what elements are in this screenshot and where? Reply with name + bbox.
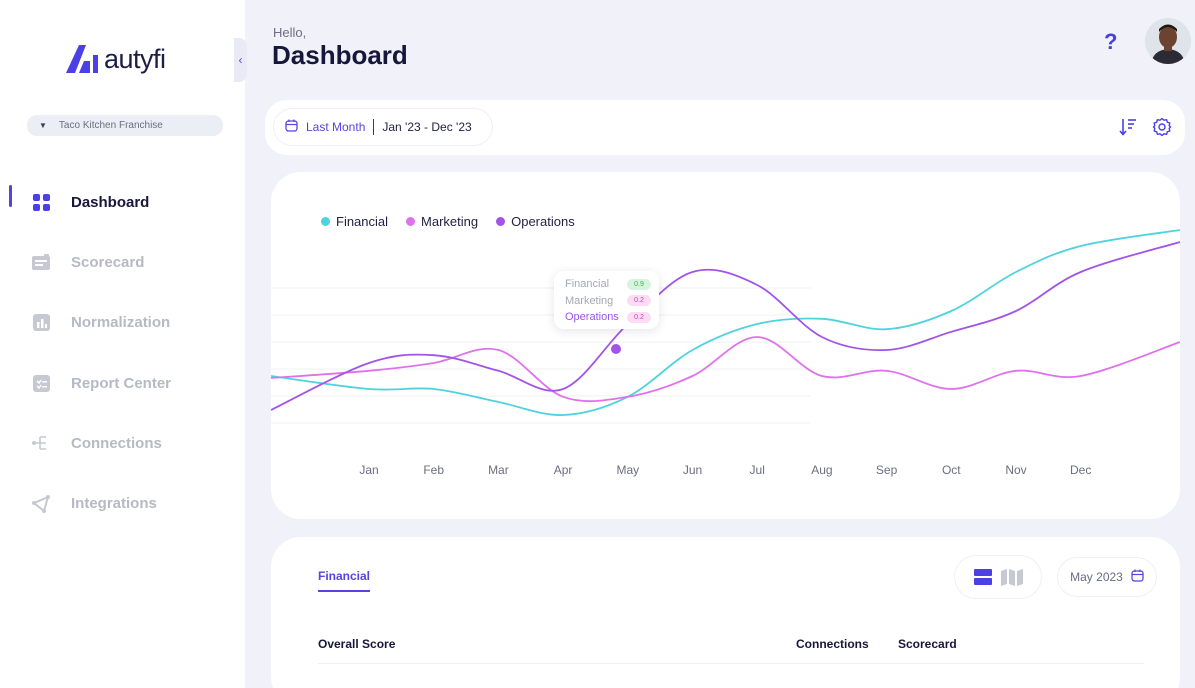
caret-down-icon: ▼ (39, 121, 47, 130)
sidebar-item-label: Connections (71, 434, 162, 452)
brand-name: autyfi (104, 43, 166, 74)
autyfi-logo-icon (66, 45, 98, 73)
org-selector-label: Taco Kitchen Franchise (58, 120, 163, 131)
legend-label: Marketing (421, 214, 479, 229)
x-tick-label: Apr (554, 463, 573, 477)
tooltip-value: 0.2 (627, 295, 651, 307)
tooltip-row-marketing: Marketing 0.2 (565, 293, 651, 310)
legend-dot (406, 217, 416, 226)
x-tick-label: Mar (488, 463, 509, 477)
tooltip-label: Financial (565, 278, 610, 291)
column-header-overall-score: Overall Score (318, 637, 396, 651)
gear-icon[interactable] (1152, 117, 1172, 142)
x-tick-label: Nov (1005, 463, 1026, 477)
x-tick-label: Sep (876, 463, 898, 477)
month-picker[interactable]: May 2023 (1057, 557, 1157, 597)
series-line-financial (271, 229, 1180, 416)
series-line-operations (271, 241, 1180, 411)
sidebar-nav: Dashboard Scorecard (0, 172, 245, 534)
line-chart: Jan Feb Mar Apr May Jun Jul Aug Sep Oct Nov Dec (271, 229, 1180, 477)
scorecard-icon (32, 253, 50, 271)
tooltip-row-operations: Operations 0.2 (565, 309, 651, 326)
x-tick-label: Oct (942, 463, 961, 477)
tooltip-value: 0.2 (627, 311, 651, 323)
column-header-connections: Connections (796, 637, 869, 651)
bar-chart-icon (32, 314, 50, 332)
map-view-icon[interactable] (1000, 568, 1023, 586)
x-tick-label: Jun (683, 463, 702, 477)
sort-icon[interactable] (1119, 118, 1137, 141)
legend-dot (321, 217, 330, 226)
sidebar-item-scorecard[interactable]: Scorecard (0, 232, 245, 292)
page-title: Dashboard (272, 40, 408, 70)
avatar[interactable] (1145, 18, 1191, 64)
x-tick-label: Jul (750, 463, 765, 477)
legend-label: Financial (336, 214, 389, 229)
x-tick-label: Feb (423, 463, 444, 477)
sidebar: autyfi ‹ ▼ Taco Kitchen Franchise Dashbo… (0, 0, 247, 688)
help-icon[interactable]: ? (1104, 29, 1118, 54)
calendar-icon (1131, 569, 1144, 585)
x-tick-label: Dec (1070, 463, 1091, 477)
connections-icon (32, 434, 50, 452)
list-view-icon[interactable] (973, 568, 992, 586)
tooltip-label: Operations (565, 311, 619, 324)
date-range-picker[interactable]: Last Month Jan '23 - Dec '23 (273, 108, 493, 146)
selected-month: May 2023 (1070, 570, 1123, 584)
sidebar-item-label: Normalization (71, 314, 171, 332)
report-icon (32, 374, 50, 392)
org-selector[interactable]: ▼ Taco Kitchen Franchise (27, 115, 223, 136)
range-preset: Last Month (306, 120, 366, 134)
sidebar-collapse-button[interactable]: ‹ (234, 38, 247, 82)
series-line-marketing (271, 336, 1180, 403)
sidebar-item-report-center[interactable]: Report Center (0, 353, 245, 413)
score-card-panel: Financial May 2023 Overall Sc (271, 537, 1180, 688)
sidebar-item-label: Dashboard (71, 193, 150, 211)
sidebar-item-integrations[interactable]: Integrations (0, 473, 245, 533)
x-tick-label: Aug (811, 463, 832, 477)
chevron-left-icon: ‹ (238, 53, 243, 67)
tooltip-value: 0.9 (627, 278, 651, 290)
legend-item-operations[interactable]: Operations (496, 214, 575, 229)
sidebar-item-label: Integrations (71, 495, 157, 513)
integrations-icon (32, 494, 50, 513)
chart-card: Jan Feb Mar Apr May Jun Jul Aug Sep Oct Nov Dec Fin… (271, 172, 1180, 519)
grid-icon (32, 193, 50, 211)
tooltip-label: Marketing (565, 294, 614, 307)
sidebar-item-label: Scorecard (71, 253, 145, 271)
date-range: Jan '23 - Dec '23 (382, 120, 472, 134)
x-tick-label: May (616, 463, 639, 477)
chart-legend: Financial Marketing Operations (321, 214, 575, 229)
view-toggle (954, 555, 1042, 599)
sidebar-item-connections[interactable]: Connections (0, 413, 245, 473)
x-tick-label: Jan (359, 463, 378, 477)
table-divider (318, 663, 1144, 664)
sidebar-item-label: Report Center (71, 374, 172, 392)
tab-financial[interactable]: Financial (318, 569, 371, 592)
column-header-scorecard: Scorecard (898, 637, 957, 651)
divider (373, 119, 375, 135)
legend-item-financial[interactable]: Financial (321, 214, 388, 229)
filter-bar: Last Month Jan '23 - Dec '23 (265, 100, 1185, 155)
chart-tooltip: Financial 0.9 Marketing 0.2 Operations 0… (554, 271, 659, 329)
tooltip-row-financial: Financial 0.9 (565, 276, 651, 293)
calendar-icon (285, 119, 298, 135)
legend-item-marketing[interactable]: Marketing (406, 214, 478, 229)
logo: autyfi (66, 42, 166, 76)
highlight-point (611, 344, 621, 354)
sidebar-item-normalization[interactable]: Normalization (0, 293, 245, 353)
greeting: Hello, (273, 25, 307, 40)
sidebar-item-dashboard[interactable]: Dashboard (0, 172, 245, 232)
legend-label: Operations (511, 214, 575, 229)
legend-dot (496, 217, 506, 226)
